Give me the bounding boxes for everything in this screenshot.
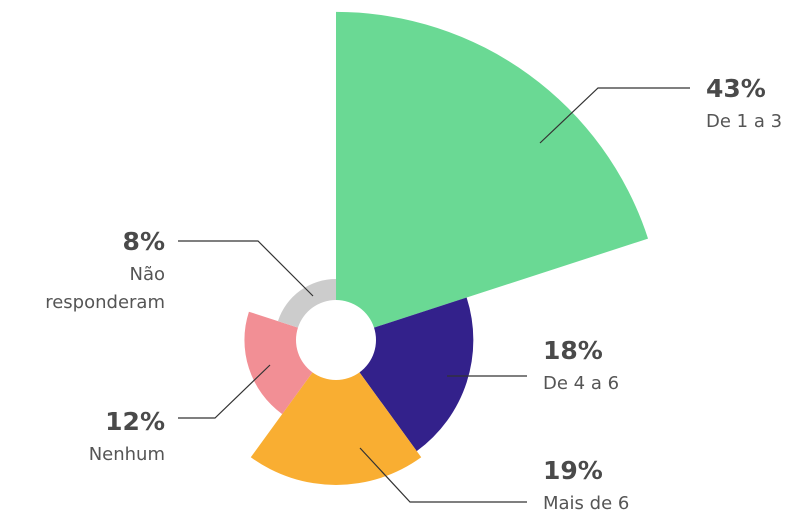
wedge [359,297,474,452]
leader-line [359,447,527,503]
wedge [250,372,422,485]
leader-line [178,240,314,297]
value-label: 8% [123,227,165,256]
wedge [244,311,313,415]
wedge [336,11,649,328]
category-label: De 1 a 3 [706,111,782,132]
leader-line [539,87,690,144]
category-label: Nenhum [89,444,165,465]
category-label: Mais de 6 [543,493,629,510]
category-label: Não responderam [45,264,165,313]
value-label: 18% [543,336,603,365]
value-label: 12% [105,407,165,436]
category-label: De 4 a 6 [543,373,619,394]
value-label: 19% [543,456,603,485]
wedge [277,278,336,328]
leader-line [178,364,271,419]
value-label: 43% [706,74,766,103]
